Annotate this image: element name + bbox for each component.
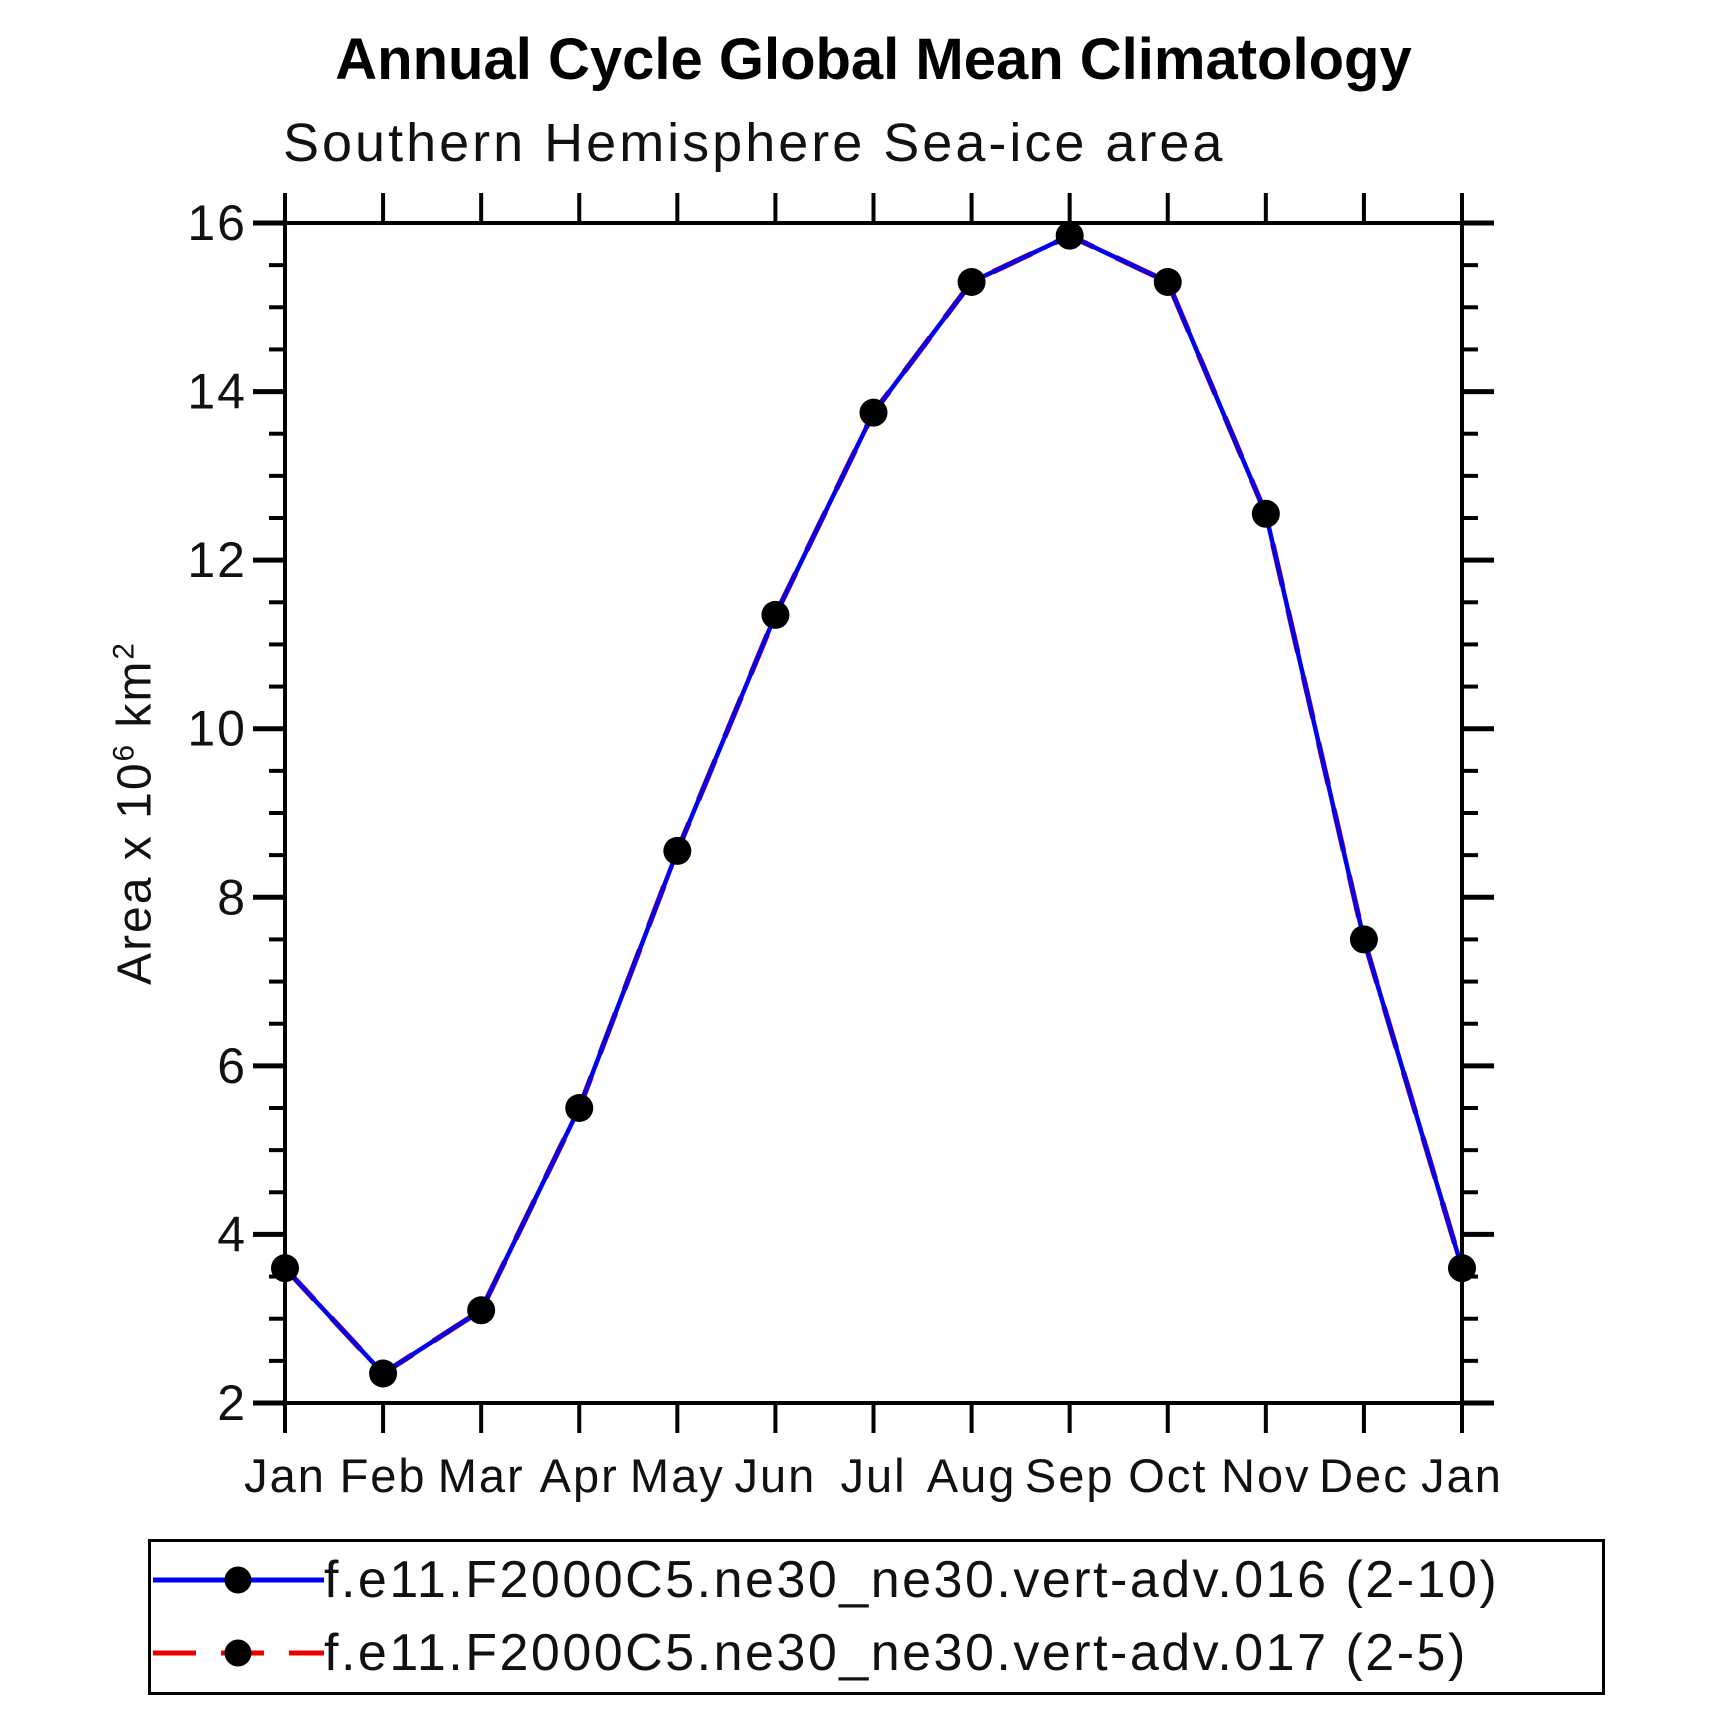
legend-sample-marker	[224, 1639, 252, 1666]
svg-text:2: 2	[217, 1375, 247, 1431]
y-axis-major-ticks	[253, 220, 1494, 1406]
svg-text:Jan: Jan	[244, 1449, 326, 1502]
svg-text:Jan: Jan	[1421, 1449, 1503, 1502]
svg-text:Jul: Jul	[840, 1449, 906, 1502]
chart-subtitle: Southern Hemisphere Sea-ice area	[283, 113, 1226, 173]
svg-text:Dec: Dec	[1319, 1449, 1409, 1502]
chart-title: Annual Cycle Global Mean Climatology	[335, 27, 1412, 92]
y-axis-title-unit: km	[108, 659, 162, 743]
svg-text:6: 6	[217, 1038, 247, 1094]
x-axis-tick-labels: Jan Feb Mar Apr May Jun Jul Aug Sep Oct Nov Dec Jan	[244, 1449, 1503, 1502]
svg-text:14: 14	[187, 364, 247, 420]
svg-text:10: 10	[187, 701, 247, 757]
y-axis-tick-labels: 2 4 6 8 10 12 14 16	[187, 195, 247, 1431]
legend: f.e11.F2000C5.ne30_ne30.vert-adv.016 (2-…	[148, 1539, 1605, 1695]
x-axis-ticks	[283, 193, 1464, 1433]
svg-text:Apr: Apr	[540, 1449, 619, 1502]
y-axis-title-unit-exponent: 2	[107, 641, 141, 660]
legend-sample-marker	[224, 1566, 252, 1593]
y-axis-title-prefix: Area x 10	[108, 761, 162, 985]
svg-text:4: 4	[217, 1206, 247, 1262]
data-point-markers	[271, 221, 1476, 1388]
svg-text:Oct: Oct	[1128, 1449, 1207, 1502]
svg-text:Feb: Feb	[340, 1449, 427, 1502]
svg-text:12: 12	[187, 532, 247, 588]
svg-text:16: 16	[187, 195, 247, 251]
svg-text:Aug: Aug	[927, 1449, 1017, 1502]
svg-text:Sep: Sep	[1025, 1449, 1115, 1502]
y-axis-title-exponent: 6	[107, 742, 141, 762]
legend-line-sample-solid	[153, 1566, 324, 1593]
legend-label-017: f.e11.F2000C5.ne30_ne30.vert-adv.017 (2-…	[324, 1623, 1468, 1682]
svg-text:May: May	[630, 1449, 725, 1502]
y-axis-title: Area x 106 km2	[108, 641, 163, 985]
legend-line-sample-dashed	[153, 1639, 324, 1666]
svg-text:Mar: Mar	[438, 1449, 525, 1502]
legend-label-016: f.e11.F2000C5.ne30_ne30.vert-adv.016 (2-…	[324, 1550, 1500, 1609]
svg-text:Nov: Nov	[1221, 1449, 1311, 1502]
legend-item-017: f.e11.F2000C5.ne30_ne30.vert-adv.017 (2-…	[151, 1617, 1602, 1688]
y-axis-minor-ticks	[269, 263, 1478, 1363]
legend-item-016: f.e11.F2000C5.ne30_ne30.vert-adv.016 (2-…	[151, 1544, 1602, 1615]
svg-text:Jun: Jun	[735, 1449, 817, 1502]
svg-text:8: 8	[217, 869, 247, 925]
